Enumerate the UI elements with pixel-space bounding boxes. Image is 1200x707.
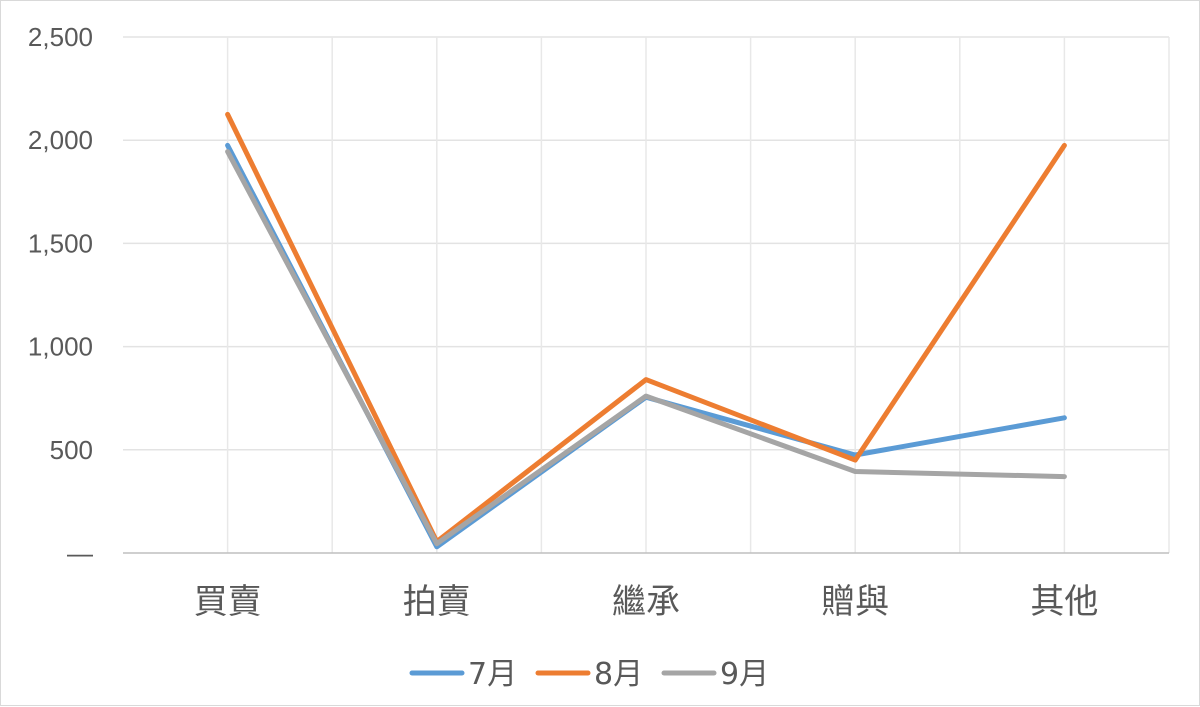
legend-label[interactable]: 9月 xyxy=(720,657,769,692)
series-line-3 xyxy=(225,149,1067,547)
y-tick-label: 2,500 xyxy=(28,22,93,52)
x-category-label: 繼承 xyxy=(612,582,680,622)
x-category-label: 買賣 xyxy=(194,582,262,622)
x-category-label: 拍賣 xyxy=(403,582,471,622)
legend-label[interactable]: 8月 xyxy=(594,657,643,692)
y-tick-label: 1,500 xyxy=(28,228,93,258)
y-tick-label: — xyxy=(67,538,93,568)
legend-label[interactable]: 7月 xyxy=(468,657,517,692)
y-tick-label: 1,000 xyxy=(28,332,93,362)
y-tick-label: 500 xyxy=(50,435,93,465)
series-line-2 xyxy=(225,111,1067,545)
x-category-label: 其他 xyxy=(1030,582,1098,622)
y-tick-label: 2,000 xyxy=(28,125,93,155)
x-category-label: 贈與 xyxy=(821,582,889,622)
